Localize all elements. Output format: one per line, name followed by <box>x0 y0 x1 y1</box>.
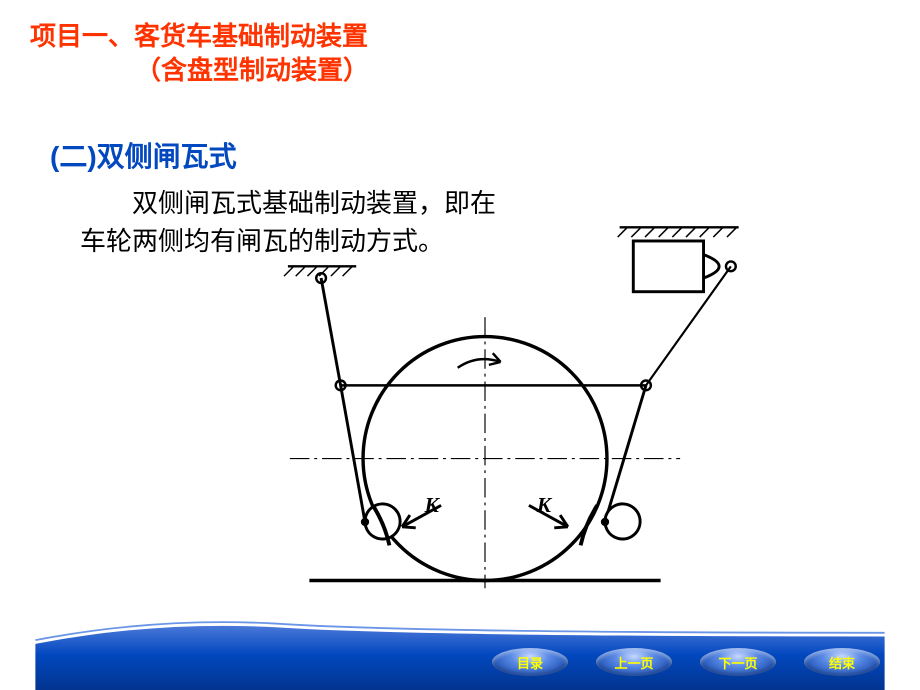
header: 项目一、客货车基础制动装置 （含盘型制动装置） <box>0 0 920 105</box>
next-button[interactable]: 下一页 <box>700 648 776 676</box>
title-line-2: （含盘型制动装置） <box>30 55 369 85</box>
label-k-right: K <box>536 493 553 517</box>
right-hanger-lower <box>605 385 646 522</box>
right-shoe <box>581 504 641 545</box>
brake-diagram: K K <box>205 200 765 600</box>
right-hanger <box>646 266 731 385</box>
prev-button[interactable]: 上一页 <box>596 648 672 676</box>
slide-title: 项目一、客货车基础制动装置 （含盘型制动装置） <box>30 20 890 88</box>
nav-buttons: 目录 上一页 下一页 结束 <box>492 648 880 676</box>
left-hanger <box>321 278 341 385</box>
left-hanger-lower <box>341 385 365 522</box>
toc-button[interactable]: 目录 <box>492 648 568 676</box>
end-button[interactable]: 结束 <box>804 648 880 676</box>
section-subtitle: (二)双侧闸瓦式 <box>50 135 880 175</box>
title-line-1: 项目一、客货车基础制动装置 <box>30 21 368 51</box>
label-k-left: K <box>424 493 441 517</box>
